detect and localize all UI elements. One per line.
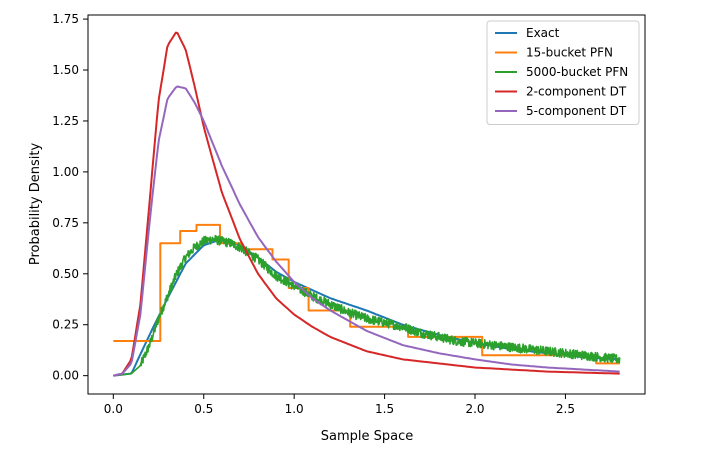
y-axis-ticks: 0.00 0.25 0.50 0.75 1.00 1.25 1.50 1.75 bbox=[52, 12, 88, 383]
series-line-15-bucket-pfn bbox=[113, 223, 620, 365]
y-tick-label: 0.75 bbox=[52, 216, 79, 230]
legend-label: 5-component DT bbox=[526, 104, 627, 118]
x-tick-label: 1.5 bbox=[375, 402, 394, 416]
y-tick-label: 1.25 bbox=[52, 114, 79, 128]
y-tick-label: 0.25 bbox=[52, 318, 79, 332]
y-tick-label: 0.50 bbox=[52, 267, 79, 281]
legend-label: 5000-bucket PFN bbox=[526, 65, 628, 79]
legend-label: 15-bucket PFN bbox=[526, 46, 613, 60]
plot-lines bbox=[112, 31, 621, 377]
y-tick-label: 1.75 bbox=[52, 12, 79, 26]
x-tick-label: 2.5 bbox=[556, 402, 575, 416]
x-tick-label: 0.0 bbox=[104, 402, 123, 416]
legend: Exact 15-bucket PFN 5000-bucket PFN 2-compo… bbox=[486, 20, 640, 125]
legend-label: 2-component DT bbox=[526, 85, 627, 99]
y-tick-label: 1.50 bbox=[52, 63, 79, 77]
series-line-5000-bucket-pfn bbox=[112, 234, 621, 377]
series-line-5-component-dt bbox=[113, 85, 620, 377]
legend-box bbox=[486, 20, 640, 125]
y-axis-label: Probability Density bbox=[28, 143, 43, 266]
x-axis-ticks: 0.0 0.5 1.0 1.5 2.0 2.5 bbox=[104, 394, 575, 416]
y-tick-label: 0.00 bbox=[52, 369, 79, 383]
legend-label: Exact bbox=[526, 26, 560, 40]
x-tick-label: 1.0 bbox=[285, 402, 304, 416]
x-axis-label: Sample Space bbox=[321, 429, 414, 444]
plot-frame bbox=[87, 14, 646, 395]
series-line-2-component-dt bbox=[113, 31, 620, 377]
x-tick-label: 2.0 bbox=[465, 402, 484, 416]
y-tick-label: 1.00 bbox=[52, 165, 79, 179]
x-tick-label: 0.5 bbox=[194, 402, 213, 416]
